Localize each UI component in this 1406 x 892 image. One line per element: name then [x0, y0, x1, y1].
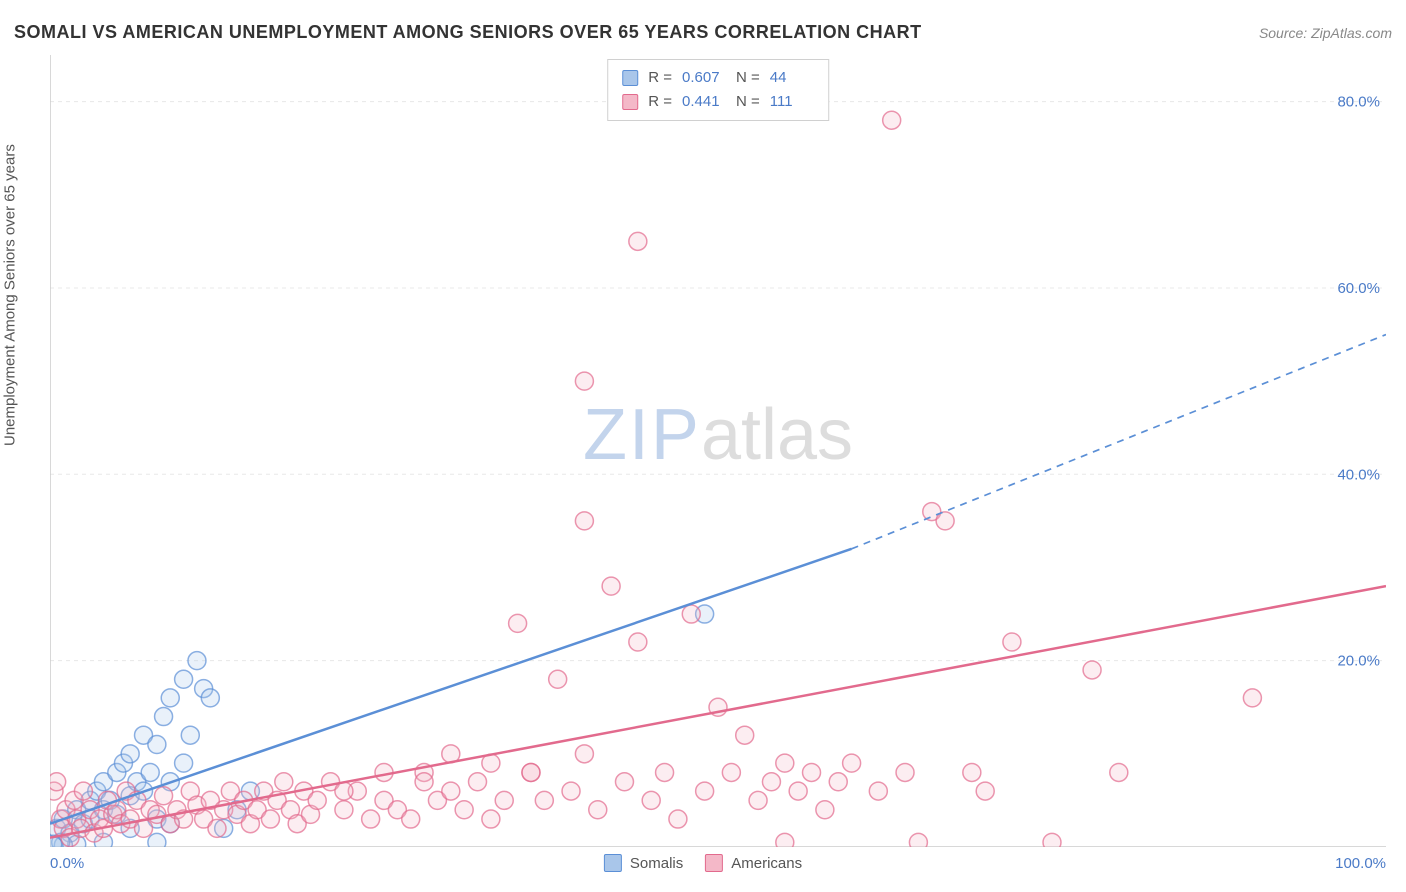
stat-n-value: 44: [770, 66, 814, 90]
stats-row-americans: R = 0.441 N = 111: [622, 90, 814, 114]
legend-item-americans: Americans: [705, 854, 802, 872]
legend-swatch-icon: [622, 94, 638, 110]
stat-r-label: R =: [648, 90, 672, 114]
legend-swatch-icon: [604, 854, 622, 872]
svg-text:20.0%: 20.0%: [1337, 653, 1380, 670]
svg-text:60.0%: 60.0%: [1337, 280, 1380, 297]
legend-bottom: Somalis Americans: [604, 854, 802, 872]
svg-text:40.0%: 40.0%: [1337, 466, 1380, 483]
legend-swatch-icon: [622, 70, 638, 86]
stat-n-label: N =: [736, 90, 760, 114]
legend-swatch-icon: [705, 854, 723, 872]
x-axis-tick-min: 0.0%: [50, 855, 84, 872]
stat-n-value: 111: [770, 90, 814, 114]
stats-legend-box: R = 0.607 N = 44 R = 0.441 N = 111: [607, 59, 829, 121]
source-attribution: Source: ZipAtlas.com: [1259, 25, 1392, 41]
scatter-plot: 20.0% 40.0% 60.0% 80.0% R = 0.607 N = 44 R = 0.4…: [50, 55, 1386, 847]
legend-item-somalis: Somalis: [604, 854, 683, 872]
svg-text:80.0%: 80.0%: [1337, 94, 1380, 111]
stat-r-value: 0.607: [682, 66, 726, 90]
y-axis-label: Unemployment Among Seniors over 65 years: [2, 144, 19, 446]
legend-label: Somalis: [630, 855, 683, 872]
stat-r-value: 0.441: [682, 90, 726, 114]
stat-n-label: N =: [736, 66, 760, 90]
x-axis-tick-max: 100.0%: [1335, 855, 1386, 872]
chart-title: SOMALI VS AMERICAN UNEMPLOYMENT AMONG SE…: [14, 22, 922, 43]
stats-row-somalis: R = 0.607 N = 44: [622, 66, 814, 90]
stat-r-label: R =: [648, 66, 672, 90]
legend-label: Americans: [731, 855, 802, 872]
